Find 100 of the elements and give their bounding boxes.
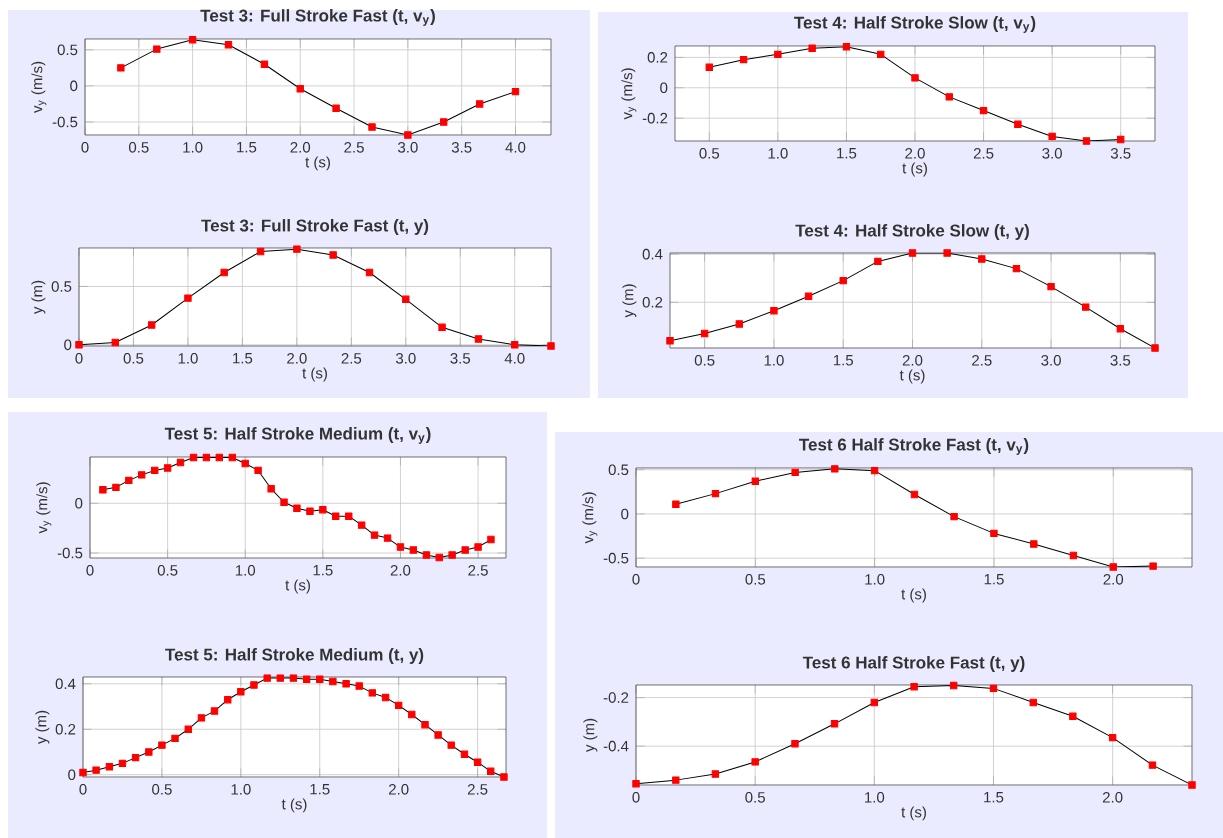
point — [874, 257, 882, 266]
point — [1082, 137, 1091, 145]
point — [830, 720, 839, 728]
x-tick-label: 3.0 — [395, 353, 416, 364]
x-tick-label: 2.5 — [341, 353, 362, 364]
x-tick-label: 1.0 — [235, 565, 256, 576]
point — [75, 341, 83, 349]
point — [381, 693, 390, 702]
x-tick-label: 1.5 — [233, 353, 253, 364]
x-tick-label: 2.0 — [389, 784, 409, 795]
x-tick-label: 2.0 — [287, 353, 307, 364]
point — [125, 476, 133, 485]
y-axis-title: v$_{y}$ (m/s) — [31, 61, 47, 113]
point — [990, 529, 998, 538]
point — [293, 504, 301, 512]
point — [345, 512, 353, 520]
point — [421, 721, 429, 729]
chart-title: Test 5: Half Stroke Medium (t, y) — [165, 648, 424, 664]
y-tick-label: 0.4 — [642, 248, 663, 260]
point — [908, 249, 917, 257]
point — [511, 87, 520, 96]
point — [1151, 344, 1159, 352]
point — [256, 247, 265, 256]
y-tick-label: 0.2 — [642, 296, 663, 308]
point — [260, 60, 269, 68]
x-tick-label: 0 — [86, 565, 94, 576]
y-tick-label: -0.2 — [642, 112, 668, 124]
point — [1069, 712, 1077, 720]
point — [202, 453, 211, 462]
point — [1188, 781, 1196, 789]
x-tick-label: 3.5 — [1110, 148, 1131, 159]
x-axis-title: t (s) — [902, 162, 927, 177]
y-axis-title: y (m) — [622, 284, 637, 318]
x-tick-label: 2.0 — [390, 565, 411, 576]
point — [711, 489, 720, 498]
x-tick-label: 1.0 — [865, 574, 885, 585]
x-tick-label: 2.0 — [1103, 574, 1124, 585]
y-tick-label: 0 — [64, 339, 72, 351]
point — [171, 734, 179, 743]
point — [911, 74, 919, 82]
point — [910, 490, 919, 499]
point — [672, 776, 680, 784]
point — [118, 759, 127, 768]
x-axis-title: t (s) — [281, 798, 307, 813]
point — [447, 741, 455, 749]
point — [293, 245, 301, 253]
point — [434, 731, 442, 739]
point — [176, 458, 185, 467]
x-tick-label: 4.0 — [505, 142, 526, 153]
point — [870, 698, 879, 707]
point — [147, 321, 156, 329]
point — [368, 689, 377, 697]
y-tick-label: 0.2 — [647, 52, 668, 63]
y-axis-title: y (m) — [35, 710, 50, 745]
point — [224, 41, 233, 49]
point — [263, 674, 271, 682]
chart-title: Test 3: Full Stroke Fast (t, v$_{y}$) — [200, 9, 435, 26]
x-tick-label: 0.5 — [694, 355, 715, 366]
point — [158, 741, 166, 749]
point — [791, 468, 799, 477]
point — [473, 758, 482, 766]
x-tick-label: 1.5 — [237, 142, 257, 153]
point — [365, 268, 374, 277]
y-tick-label: -0.2 — [603, 692, 629, 703]
point — [117, 64, 125, 72]
y-tick-label: 0.5 — [51, 281, 72, 292]
point — [474, 543, 482, 551]
point — [808, 44, 816, 52]
point — [396, 543, 405, 551]
x-tick-label: 2.5 — [972, 355, 992, 366]
x-tick-label: 3.0 — [398, 142, 418, 153]
point — [241, 459, 249, 468]
point — [163, 464, 172, 472]
point — [394, 701, 403, 710]
point — [383, 534, 392, 542]
x-tick-label: 0.5 — [745, 574, 766, 585]
x-tick-label: 4.0 — [504, 353, 525, 364]
point — [188, 36, 197, 44]
point — [296, 85, 304, 93]
x-tick-label: 0 — [632, 574, 640, 585]
point — [989, 684, 998, 693]
point — [329, 251, 337, 259]
x-axis-title: t (s) — [285, 579, 310, 594]
point — [250, 681, 258, 689]
y-tick-label: 0 — [68, 769, 76, 781]
y-axis-title: y (m) — [583, 718, 598, 753]
point — [210, 707, 219, 715]
point — [500, 773, 508, 781]
x-tick-label: 0 — [632, 792, 640, 803]
x-axis-title: t (s) — [305, 156, 330, 171]
x-tick-label: 2.0 — [905, 148, 925, 159]
point — [672, 500, 680, 508]
point — [215, 453, 223, 462]
y-tick-label: 0.5 — [57, 44, 78, 56]
y-tick-label: 0.4 — [55, 678, 76, 690]
x-tick-label: 0.5 — [157, 565, 178, 576]
x-tick-label: 2.0 — [902, 355, 923, 366]
y-axis-title: v$_{y}$ (m/s) — [582, 492, 598, 544]
chart-title: Test 4: Half Stroke Slow (t, v$_{y}$) — [794, 16, 1036, 33]
point — [342, 680, 350, 688]
